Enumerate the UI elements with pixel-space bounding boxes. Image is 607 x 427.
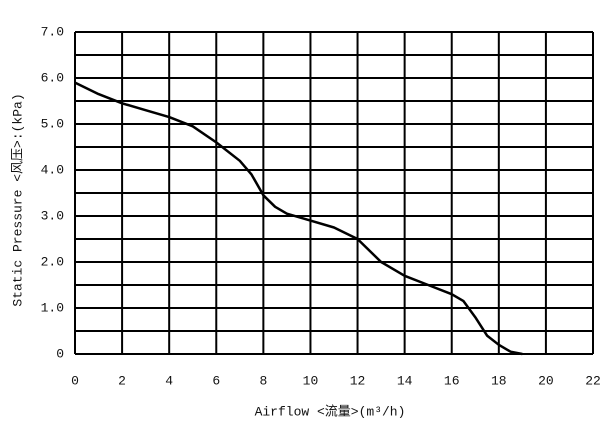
x-tick-label: 10 xyxy=(303,373,319,388)
x-axis-label: Airflow <流量>(m³/h) xyxy=(255,404,406,419)
x-tick-label: 8 xyxy=(259,373,267,388)
x-tick-label: 20 xyxy=(538,373,554,388)
x-tick-label: 18 xyxy=(491,373,507,388)
x-tick-label: 6 xyxy=(212,373,220,388)
x-tick-label: 14 xyxy=(397,373,413,388)
x-tick-label: 12 xyxy=(350,373,366,388)
x-tick-label: 2 xyxy=(118,373,126,388)
y-tick-label: 4.0 xyxy=(41,162,64,177)
x-tick-label: 4 xyxy=(165,373,173,388)
y-axis-label: Static Pressure <风压>:(kPa) xyxy=(10,93,25,306)
y-tick-label: 6.0 xyxy=(41,70,64,85)
x-tick-label: 16 xyxy=(444,373,460,388)
y-tick-label: 3.0 xyxy=(41,208,64,223)
y-tick-label: 1.0 xyxy=(41,300,64,315)
x-tick-label: 22 xyxy=(585,373,601,388)
y-tick-label: 0 xyxy=(56,346,64,361)
data-line xyxy=(74,81,523,356)
x-tick-label: 0 xyxy=(71,373,79,388)
y-tick-label: 2.0 xyxy=(41,254,64,269)
y-tick-label: 7.0 xyxy=(41,24,64,39)
y-tick-label: 5.0 xyxy=(41,116,64,131)
